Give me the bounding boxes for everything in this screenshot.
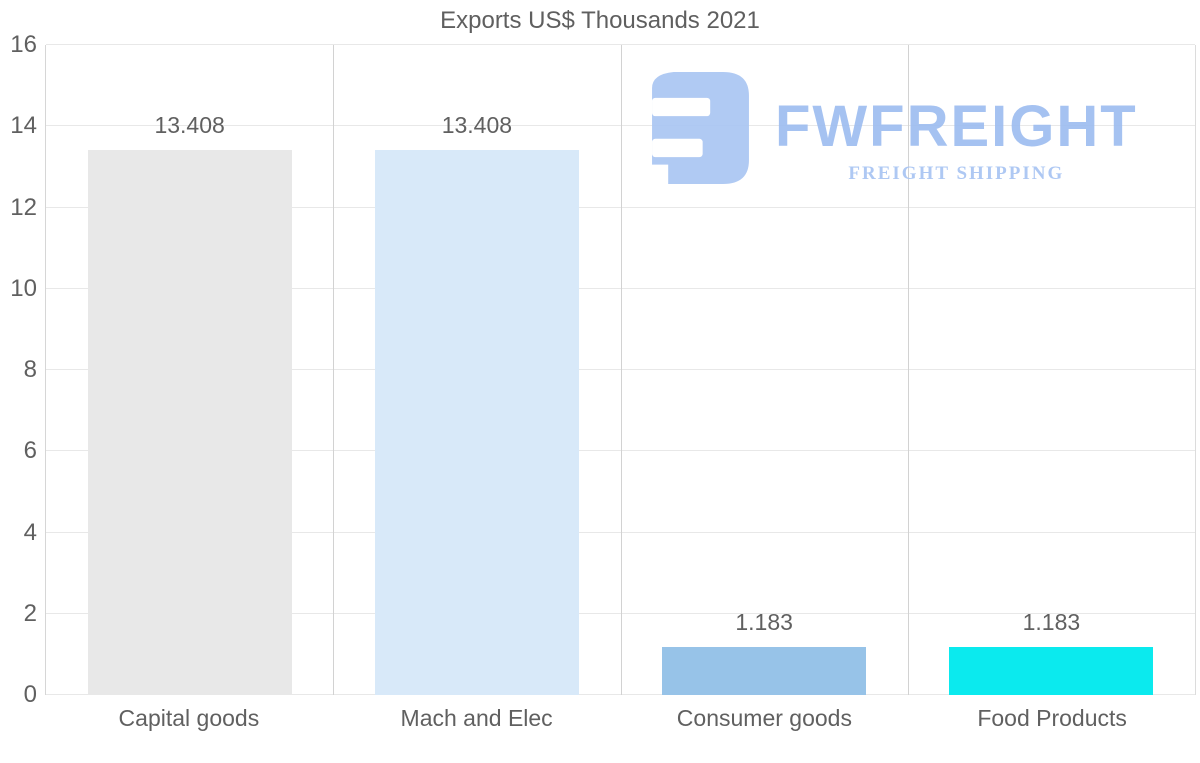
y-tick-label: 16: [10, 31, 37, 58]
y-tick-label: 14: [10, 112, 37, 140]
bar-column-food-products: 1.183: [908, 45, 1195, 695]
y-tick-label: 0: [23, 681, 37, 708]
x-tick-label: Food Products: [977, 705, 1127, 731]
y-tick-label: 12: [10, 193, 37, 221]
y-tick-label: 10: [10, 274, 37, 302]
x-tick-label: Mach and Elec: [400, 705, 553, 731]
bar-column-mach-and-elec: 13.408: [333, 45, 620, 695]
bar-column-capital-goods: 13.408: [46, 45, 333, 695]
brand-logo-icon: [652, 72, 749, 184]
brand-name: FWFREIGHT: [775, 94, 1138, 159]
y-tick-label: 2: [23, 599, 37, 627]
bar-mach-and-elec: [374, 150, 579, 695]
gridline-vertical: [620, 45, 622, 695]
y-tick-label: 6: [23, 437, 37, 465]
bar-value-label: 1.183: [1022, 608, 1081, 635]
x-axis: Capital goods Mach and Elec Consumer goods…: [45, 705, 1196, 735]
plot-area: 13.408 13.408 1.183 1.183: [45, 44, 1196, 695]
gridline-horizontal: [46, 44, 1195, 45]
bar-value-label: 1.183: [735, 608, 793, 635]
y-axis: 0 2 4 6 8 10 12 14 16: [0, 31, 37, 708]
bar-value-label: 13.408: [154, 112, 225, 139]
gridline-vertical: [907, 45, 909, 695]
x-tick-label: Capital goods: [118, 705, 260, 731]
y-tick-label: 4: [23, 518, 37, 546]
chart-title: Exports US$ Thousands 2021: [440, 7, 760, 34]
gridline-vertical: [333, 45, 335, 695]
brand-logo: FWFREIGHT FREIGHT SHIPPING: [652, 72, 1138, 185]
bar-food-products: [949, 646, 1154, 695]
brand-tagline: FREIGHT SHIPPING: [848, 163, 1065, 184]
bar-capital-goods: [87, 150, 292, 695]
x-tick-label: Consumer goods: [676, 705, 852, 731]
brand-logo-text: FWFREIGHT FREIGHT SHIPPING: [775, 72, 1138, 185]
bar-column-consumer-goods: 1.183: [621, 45, 908, 695]
bar-value-label: 13.408: [441, 112, 513, 139]
bar-consumer-goods: [662, 646, 867, 695]
y-tick-label: 8: [23, 356, 37, 383]
